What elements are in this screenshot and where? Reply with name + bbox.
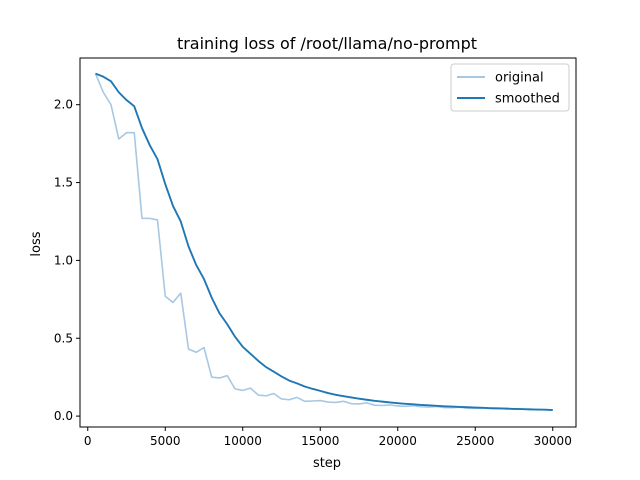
y-tick-label: 1.0 [54, 253, 73, 267]
legend-label-smoothed: smoothed [495, 92, 560, 107]
axes-frame [79, 57, 577, 428]
x-tick-label: 20000 [379, 434, 417, 448]
legend-label-original: original [495, 71, 544, 86]
x-tick-label: 30000 [534, 434, 572, 448]
x-tick-label: 10000 [224, 434, 262, 448]
legend-box [450, 63, 570, 112]
y-axis-label: loss [29, 231, 44, 256]
x-tick-label: 25000 [456, 434, 494, 448]
x-tick-label: 15000 [301, 434, 339, 448]
y-tick-label: 0.5 [54, 331, 73, 345]
series-line-smoothed [95, 72, 553, 411]
plot-area: 0 5000 10000 15000 20000 25000 30000 0.0 0.5 1.0 1… [54, 57, 577, 448]
chart-title: training loss of /root/llama/no-prompt [177, 34, 477, 53]
x-axis-label: step [313, 456, 341, 471]
series-line-original [94, 73, 553, 411]
y-tick-label: 1.5 [54, 176, 73, 190]
legend: original smoothed [450, 63, 570, 112]
x-tick-label: 0 [84, 434, 92, 448]
y-tick-label: 2.0 [54, 98, 73, 112]
y-tick-label: 0.0 [54, 409, 73, 423]
x-tick-label: 5000 [150, 434, 181, 448]
